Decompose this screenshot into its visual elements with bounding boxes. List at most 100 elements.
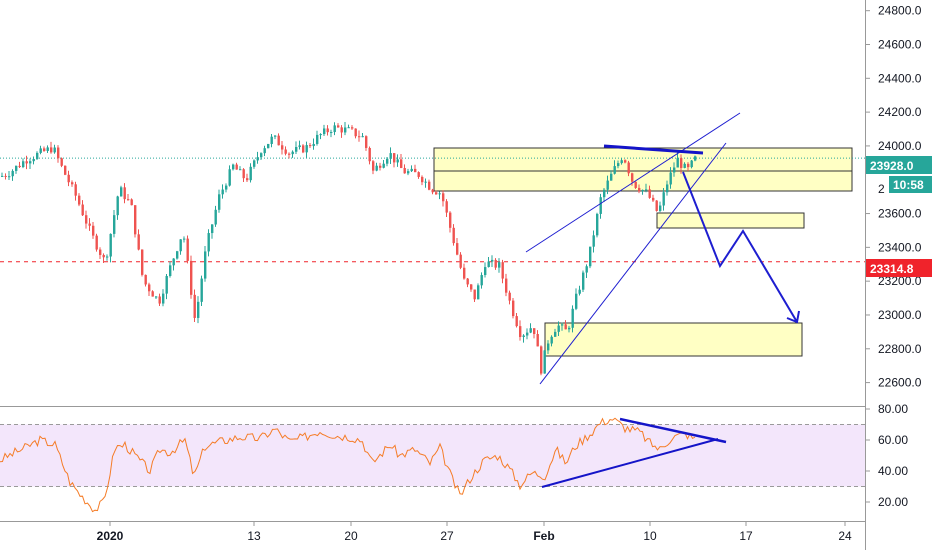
candle-body [200, 278, 203, 302]
candle-body [463, 267, 466, 279]
candle-body [561, 324, 564, 326]
countdown-tag: 10:58 [889, 176, 932, 193]
candle-body [151, 291, 154, 297]
candle-body [29, 161, 32, 164]
price-tick-label: 22600.0 [878, 376, 922, 390]
candle-body [386, 158, 389, 164]
candle-body [540, 346, 543, 374]
candle-body [456, 243, 459, 255]
time-tick-label: 2020 [97, 529, 124, 543]
candle-body [57, 147, 60, 159]
time-tick-label: 10 [643, 529, 657, 543]
candle-body [424, 181, 427, 183]
candle-body [470, 284, 473, 290]
projection-path[interactable] [682, 171, 798, 323]
candle-body [431, 189, 434, 193]
candle-body [557, 325, 560, 332]
candle-body [421, 176, 424, 183]
candle-body [256, 157, 259, 161]
candle-body [564, 324, 567, 330]
resistance-zone-lower[interactable] [433, 170, 853, 192]
candle-body [666, 184, 669, 193]
candle-body [295, 147, 298, 152]
candle-body [263, 148, 266, 154]
candle-body [211, 224, 214, 234]
candle-body [50, 147, 53, 153]
time-tick-label: 20 [344, 529, 358, 543]
rsi-upper-trendline[interactable] [619, 417, 727, 444]
candle-body [92, 225, 95, 236]
candle-body [662, 192, 665, 206]
candle-body [477, 285, 480, 300]
candle-body [627, 162, 630, 174]
candle-body [505, 278, 508, 293]
candle-body [487, 261, 490, 268]
candle-body [277, 135, 280, 146]
candle-body [260, 153, 263, 158]
time-axis[interactable]: 2020 13 20 27 Feb 10 17 24 [97, 521, 852, 543]
resistance-zone-upper[interactable] [433, 147, 853, 172]
candle-body [274, 135, 277, 137]
candle-body [99, 249, 102, 255]
candle-body [407, 171, 410, 174]
candle-body [568, 327, 571, 330]
candle-body [337, 125, 340, 128]
candle-body [589, 246, 592, 267]
candle-body [603, 189, 606, 198]
candle-body [116, 196, 119, 216]
candle-body [690, 160, 693, 168]
channel-upper-line[interactable] [525, 112, 741, 253]
candle-body [162, 293, 165, 304]
candle-body [169, 265, 172, 276]
candle-body [554, 331, 557, 337]
candle-body [365, 136, 368, 148]
candle-body [575, 293, 578, 309]
candle-body [333, 125, 336, 133]
candle-body [368, 147, 371, 162]
candle-body [543, 350, 546, 374]
candle-body [134, 205, 137, 235]
candle-body [571, 308, 574, 328]
candle-body [599, 197, 602, 214]
countdown-value: 10:58 [893, 178, 924, 192]
candle-body [312, 143, 315, 147]
candle-body [172, 258, 175, 266]
rsi-lower-trendline[interactable] [541, 438, 719, 488]
channel-lower-line[interactable] [539, 142, 727, 385]
candle-body [393, 153, 396, 163]
candle-body [25, 161, 28, 164]
rsi-tick-label: 60.00 [878, 433, 908, 447]
candle-body [242, 169, 245, 179]
candle-body [137, 234, 140, 250]
price-tick-label: 24400.0 [878, 71, 922, 85]
price-axis[interactable]: 24800.0 24600.0 24400.0 24200.0 24000.0 23600… [865, 4, 922, 390]
candle-body [508, 292, 511, 301]
candle-body [522, 335, 525, 338]
candle-body [127, 199, 130, 201]
candle-body [95, 235, 98, 250]
price-axis-partial-label: 2 [878, 182, 885, 196]
top-trendline[interactable] [603, 144, 704, 155]
candle-body [529, 328, 532, 333]
time-tick-label: 24 [838, 529, 852, 543]
candle-body [305, 145, 308, 153]
candle-body [253, 160, 256, 167]
candle-body [291, 151, 294, 155]
price-tick-label: 23400.0 [878, 240, 922, 254]
candle-body [204, 251, 207, 279]
support-zone-middle[interactable] [656, 212, 805, 229]
candle-body [515, 316, 518, 327]
rsi-band [0, 424, 865, 487]
candle-body [396, 159, 399, 163]
candle-body [214, 209, 217, 225]
candle-body [113, 215, 116, 234]
candle-body [578, 289, 581, 294]
candle-body [512, 300, 515, 317]
candle-body [130, 199, 133, 206]
time-tick-label: 27 [440, 529, 454, 543]
candle-body [652, 197, 655, 201]
rsi-axis[interactable]: 80.00 60.00 40.00 20.00 [865, 402, 908, 509]
support-zone-lower[interactable] [544, 322, 803, 357]
